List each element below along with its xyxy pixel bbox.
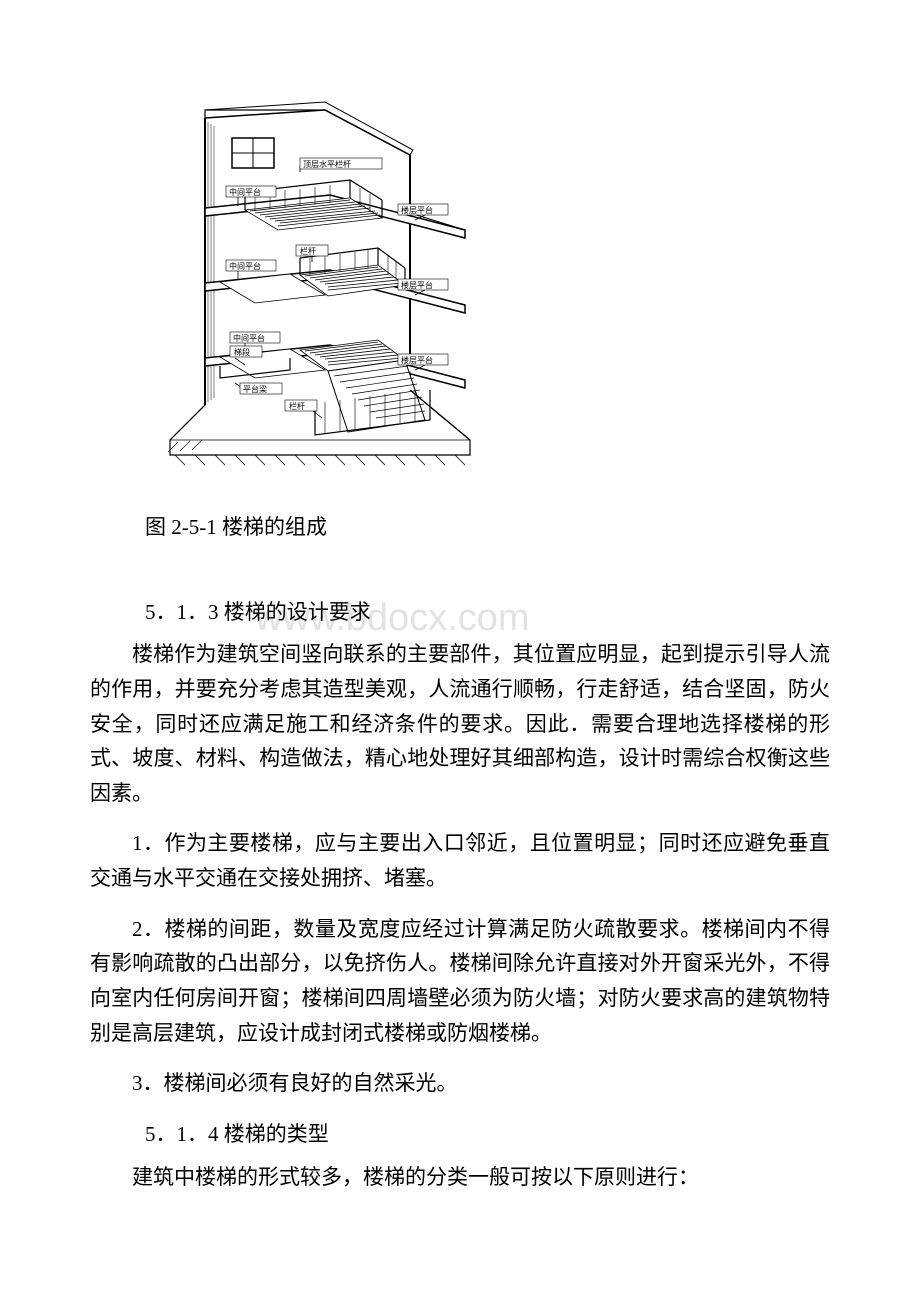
section-5-1-3-intro: 楼梯作为建筑空间竖向联系的主要部件，其位置应明显，起到提示引导人流的作用，并要充… — [90, 637, 830, 810]
label-floor-platform-2: 楼层平台 — [401, 280, 433, 290]
label-mid-platform-2: 中间平台 — [229, 261, 261, 271]
section-5-1-3-item3: 3．楼梯间必须有良好的自然采光。 — [90, 1066, 830, 1101]
label-rail-2: 栏杆 — [289, 401, 305, 411]
section-5-1-4-title: 5．1．4 楼梯的类型 — [145, 1117, 830, 1152]
label-flight: 梯段 — [234, 347, 250, 357]
label-top-rail: 顶层水平栏杆 — [303, 159, 351, 169]
section-5-1-4-intro: 建筑中楼梯的形式较多，楼梯的分类一般可按以下原则进行： — [90, 1160, 830, 1195]
figure-caption: 图 2-5-1 楼梯的组成 — [145, 510, 830, 545]
label-platform-beam: 平台梁 — [243, 384, 267, 394]
label-floor-platform-3: 楼层平台 — [401, 355, 433, 365]
section-5-1-3-item1: 1．作为主要楼梯，应与主要出入口邻近，且位置明显；同时还应避免垂直交通与水平交通… — [90, 826, 830, 895]
stair-diagram: 顶层水平栏杆 中间平台 楼层平台 中间平台 栏杆 楼层平台 中间 — [150, 100, 490, 480]
label-mid-platform-3: 中间平台 — [233, 333, 265, 343]
label-rail-1: 栏杆 — [300, 246, 316, 256]
section-5-1-3-item2: 2．楼梯的间距，数量及宽度应经过计算满足防火疏散要求。楼梯间内不得有影响疏散的凸… — [90, 912, 830, 1051]
section-5-1-3-title: 5．1．3 楼梯的设计要求 — [145, 595, 830, 630]
label-mid-platform-1: 中间平台 — [229, 187, 261, 197]
label-floor-platform-1: 楼层平台 — [401, 205, 433, 215]
